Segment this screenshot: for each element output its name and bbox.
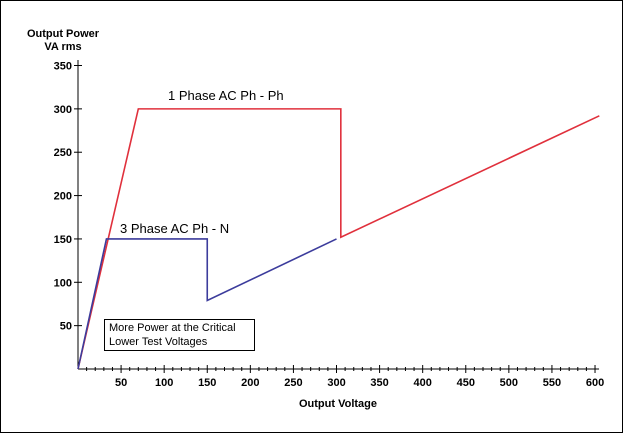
- y-axis-label-line-1: Output Power: [27, 28, 100, 40]
- x-ticks: 50 100 150 200 250 300 350 400 450 500 550 600: [86, 365, 604, 389]
- x-tick-label-300: 300: [327, 377, 345, 389]
- y-tick-label-100: 100: [54, 277, 72, 289]
- x-tick-label-500: 500: [500, 377, 518, 389]
- series-label-3-phase: 3 Phase AC Ph - N: [120, 221, 229, 236]
- x-tick-label-400: 400: [414, 377, 432, 389]
- x-tick-label-350: 350: [370, 377, 388, 389]
- series-line-2: [77, 238, 337, 370]
- y-tick-label-300: 300: [54, 104, 72, 116]
- y-tick-label-350: 350: [54, 61, 72, 73]
- y-axis-label-line-2: VA rms: [44, 41, 81, 53]
- y-tick-label-250: 250: [54, 147, 72, 159]
- x-axis-label: Output Voltage: [299, 398, 377, 410]
- series-label-1-phase: 1 Phase AC Ph - Ph: [168, 88, 284, 103]
- x-tick-label-150: 150: [198, 377, 216, 389]
- y-tick-label-50: 50: [60, 321, 72, 333]
- series-line-1: [77, 108, 600, 370]
- annotation-line-2: Lower Test Voltages: [109, 336, 208, 348]
- x-tick-label-100: 100: [155, 377, 173, 389]
- annotation-box: More Power at the Critical Lower Test Vo…: [104, 319, 255, 351]
- x-tick-label-250: 250: [284, 377, 302, 389]
- y-tick-label-150: 150: [54, 234, 72, 246]
- x-tick-label-450: 450: [457, 377, 475, 389]
- x-tick-label-200: 200: [241, 377, 259, 389]
- y-tick-label-200: 200: [54, 191, 72, 203]
- x-tick-label-50: 50: [115, 377, 127, 389]
- x-tick-label-550: 550: [543, 377, 561, 389]
- y-ticks: 50 100 150 200 250 300 350: [54, 61, 82, 333]
- series-group: [77, 108, 600, 370]
- annotation-line-1: More Power at the Critical: [109, 322, 236, 334]
- x-tick-label-600: 600: [586, 377, 604, 389]
